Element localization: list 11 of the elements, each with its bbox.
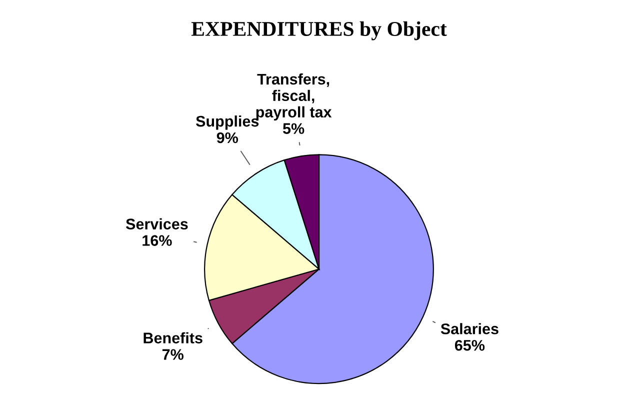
- slice-label: Services: [126, 218, 188, 230]
- data-label: 7%: [162, 349, 184, 360]
- data-label: 16%: [142, 235, 172, 246]
- data-label: 5%: [282, 123, 304, 134]
- slice-label: Benefits: [144, 332, 202, 344]
- slice-label: Salaries: [440, 323, 498, 334]
- slice-label: Transfers, fiscal, payroll tax: [256, 73, 332, 121]
- data-label: 9%: [216, 132, 238, 144]
- slice-label: Supplies: [196, 115, 259, 130]
- chart-title: EXPENDITURES by Object: [191, 21, 447, 40]
- data-label: 65%: [454, 340, 485, 351]
